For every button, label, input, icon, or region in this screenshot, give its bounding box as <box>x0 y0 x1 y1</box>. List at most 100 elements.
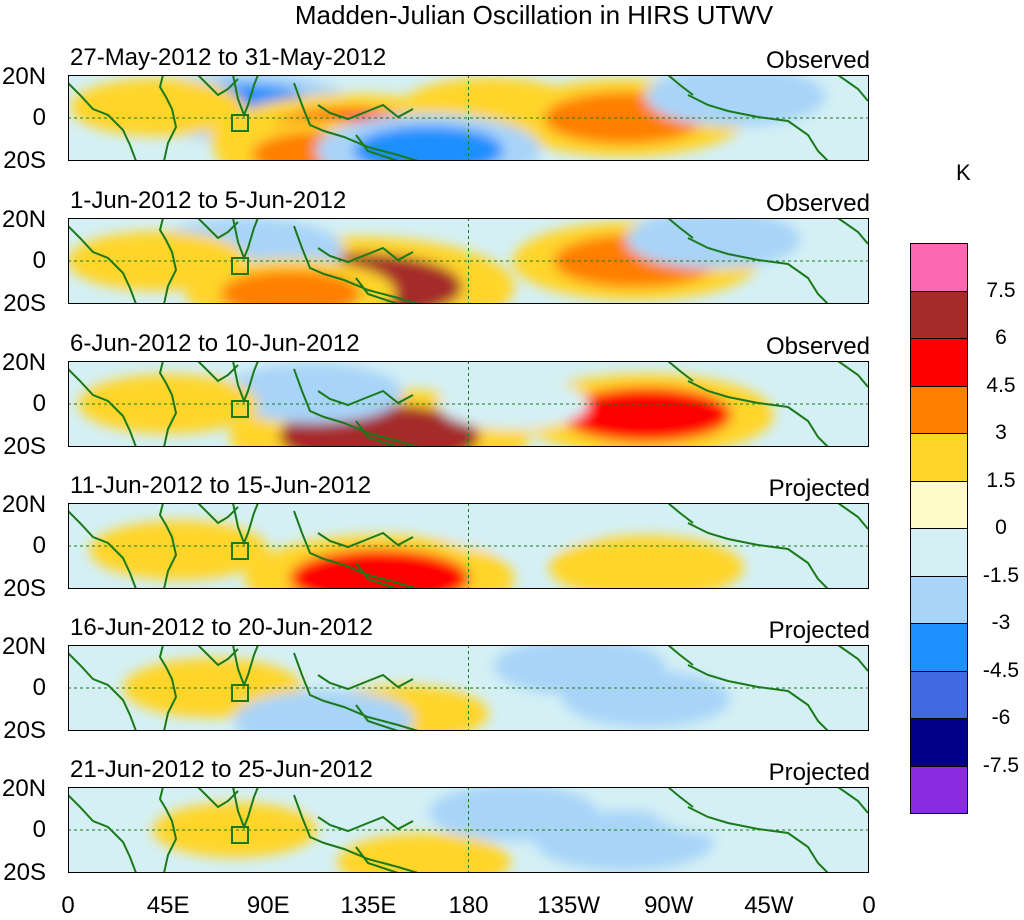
coastline <box>667 361 694 382</box>
coastline <box>197 361 239 383</box>
coastline <box>158 75 178 161</box>
anomaly-blob <box>119 530 240 571</box>
latitude-label: 0 <box>32 532 46 559</box>
colorbar-swatch <box>910 718 968 767</box>
anomaly-blob <box>675 76 796 117</box>
mjo-anomaly-map <box>68 645 869 731</box>
longitude-tick-label: 45W <box>744 892 794 919</box>
mjo-anomaly-map <box>68 75 869 161</box>
coastline <box>158 645 178 731</box>
anomaly-blob <box>97 241 217 281</box>
coastline <box>317 673 414 691</box>
coastline <box>293 225 419 304</box>
colorbar-swatch <box>910 480 968 529</box>
latitude-label: 20S <box>3 859 46 886</box>
longitude-tick-label: 90W <box>644 892 694 919</box>
coastline <box>293 82 419 161</box>
coastline <box>197 75 239 97</box>
map-plot <box>68 645 869 731</box>
coastline <box>355 704 399 731</box>
colorbar-swatch <box>910 385 968 434</box>
coastline <box>687 806 829 873</box>
longitude-tick-label: 0 <box>61 892 75 919</box>
longitude-tick-label: 135E <box>340 892 397 919</box>
coastline <box>687 664 829 731</box>
reference-box-marker <box>231 400 249 418</box>
anomaly-blob <box>108 384 229 424</box>
colorbar-tick-label: 4.5 <box>986 373 1016 397</box>
latitude-label: 0 <box>32 674 46 701</box>
coastline <box>232 645 259 688</box>
colorbar-swatch <box>910 670 968 719</box>
coastline <box>158 361 178 447</box>
panel-date-range: 6-Jun-2012 to 10-Jun-2012 <box>70 330 360 357</box>
anomaly-blob <box>564 820 685 861</box>
coastline <box>837 361 869 388</box>
colorbar-tick-label: -6 <box>991 706 1011 729</box>
colorbar-tick-label: 1.5 <box>986 468 1016 492</box>
coastline <box>232 218 259 261</box>
anomaly-blob <box>179 811 290 849</box>
panel-kind-label: Projected <box>768 759 870 786</box>
colorbar-swatch <box>910 528 968 577</box>
colorbar-swatch <box>910 243 968 292</box>
colorbar-unit: K <box>956 160 971 185</box>
anomaly-blob <box>289 549 470 589</box>
colorbar-swatch <box>910 290 968 339</box>
longitude-tick-label: 45E <box>146 892 190 919</box>
colorbar-tick-label: 3 <box>995 421 1007 444</box>
reference-box-marker <box>231 114 249 132</box>
coastline <box>158 503 178 589</box>
mjo-anomaly-map <box>68 218 869 304</box>
latitude-label: 20S <box>3 717 46 744</box>
mjo-anomaly-map <box>68 787 869 873</box>
coastline <box>293 368 419 447</box>
reference-box-marker <box>231 826 249 844</box>
map-plot <box>68 75 869 161</box>
coastline <box>317 815 414 833</box>
panel-kind-label: Observed <box>765 190 870 217</box>
coastline <box>667 75 694 96</box>
anomaly-blob <box>581 546 712 589</box>
coastline <box>837 787 869 814</box>
coastline <box>355 420 399 447</box>
panel-kind-label: Observed <box>765 333 870 360</box>
mjo-anomaly-map <box>68 361 869 447</box>
latitude-label: 0 <box>32 104 46 131</box>
coastline <box>837 503 869 530</box>
mjo-anomaly-map <box>68 503 869 589</box>
panel-kind-label: Observed <box>765 47 870 74</box>
anomaly-blob <box>263 700 384 731</box>
coastline <box>837 645 869 672</box>
coastline <box>293 794 419 873</box>
colorbar-swatch <box>910 765 968 814</box>
panel-kind-label: Projected <box>768 475 870 502</box>
latitude-label: 20N <box>2 775 47 802</box>
figure-title: Madden-Julian Oscillation in HIRS UTWV <box>294 0 774 30</box>
coastline <box>158 218 178 304</box>
coastline <box>355 277 399 304</box>
colorbar-tick-label: -4.5 <box>982 658 1020 682</box>
anomaly-blob <box>590 679 703 718</box>
colorbar-tick-label: 0 <box>995 516 1007 539</box>
coastline <box>232 787 259 830</box>
longitude-tick-label: 180 <box>448 892 489 919</box>
anomaly-blob <box>99 87 215 127</box>
reference-box-marker <box>231 257 249 275</box>
colorbar-swatch <box>910 575 968 624</box>
coastline <box>687 522 829 589</box>
map-plot <box>68 503 869 589</box>
map-plot <box>68 361 869 447</box>
coastline <box>837 218 869 245</box>
coastline <box>317 246 414 264</box>
latitude-label: 20S <box>3 290 46 317</box>
latitude-label: 20N <box>2 349 47 376</box>
colorbar-tick-label: 7.5 <box>986 278 1016 302</box>
coastline <box>197 645 239 667</box>
panel-kind-label: Projected <box>768 617 870 644</box>
panel-date-range: 1-Jun-2012 to 5-Jun-2012 <box>70 187 347 214</box>
coastline <box>355 846 399 873</box>
coastline <box>232 361 259 404</box>
longitude-tick-label: 135W <box>537 892 600 919</box>
coastline <box>667 787 694 808</box>
